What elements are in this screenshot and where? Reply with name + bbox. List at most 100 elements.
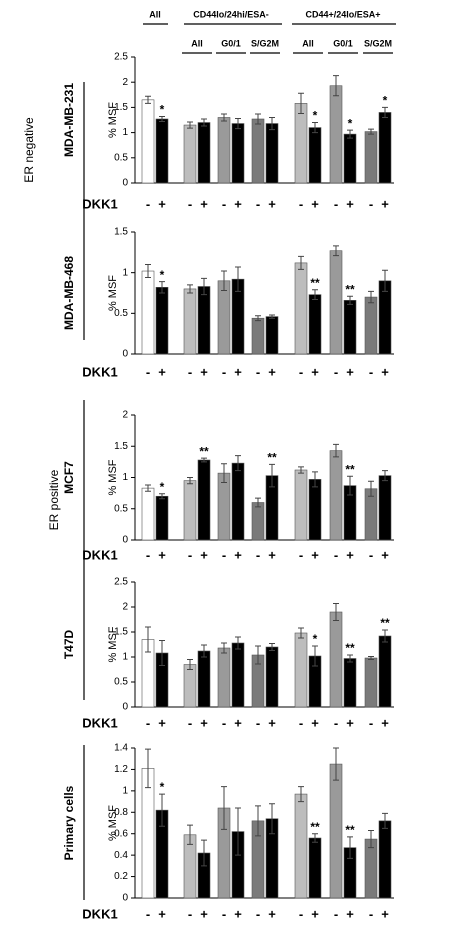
significance-label: **: [199, 444, 209, 458]
bar: [294, 793, 308, 899]
significance-label: *: [160, 780, 165, 794]
treatment-level: -: [188, 196, 192, 211]
treatment-level: +: [268, 715, 276, 730]
bar: [343, 658, 357, 708]
treatment-level: +: [268, 364, 276, 379]
y-tick-label: 0: [122, 893, 128, 904]
significance-label: **: [345, 462, 355, 476]
y-axis-label: % MSF: [107, 805, 119, 841]
treatment-level: +: [268, 906, 276, 921]
error-bar: [145, 484, 151, 492]
bar: [378, 475, 392, 541]
treatment-level: +: [234, 547, 242, 562]
treatment-level: -: [222, 715, 226, 730]
y-tick-label: 0.5: [114, 152, 128, 163]
y-tick-label: 1.5: [114, 441, 128, 452]
bar: [155, 287, 169, 355]
error-bar: [221, 113, 227, 122]
bar: [329, 85, 343, 184]
y-tick-label: 1.5: [114, 227, 128, 238]
treatment-level: +: [200, 196, 208, 211]
error-bar: [312, 833, 318, 843]
error-bar: [368, 290, 374, 304]
y-tick-label: 1: [122, 472, 128, 483]
y-tick-label: 1: [122, 652, 128, 663]
bar: [197, 122, 211, 184]
error-bar: [145, 95, 151, 104]
column-header: All: [149, 9, 161, 19]
error-bar: [235, 266, 241, 292]
error-bar: [235, 807, 241, 856]
treatment-level: -: [369, 906, 373, 921]
treatment-level: -: [146, 715, 150, 730]
error-bar: [347, 654, 353, 663]
significance-label: **: [345, 641, 355, 655]
panel-label: Primary cells: [62, 785, 76, 860]
error-bar: [347, 475, 353, 496]
bar: [294, 469, 308, 541]
treatment-level: +: [381, 547, 389, 562]
error-bar: [159, 281, 165, 294]
error-bar: [298, 466, 304, 474]
error-bar: [221, 642, 227, 654]
treatment-level: -: [146, 364, 150, 379]
bar: [308, 837, 322, 899]
bar: [294, 632, 308, 708]
y-tick-label: 1: [122, 127, 128, 138]
treatment-level: +: [311, 196, 319, 211]
treatment-level: +: [381, 364, 389, 379]
treatment-level: +: [234, 906, 242, 921]
error-bar: [333, 603, 339, 621]
treatment-level: +: [234, 196, 242, 211]
bar: [141, 99, 155, 184]
error-bar: [221, 786, 227, 830]
bar: [378, 635, 392, 708]
column-subheader: S/G2M: [364, 38, 392, 48]
error-bar: [298, 92, 304, 114]
treatment-level: -: [256, 196, 260, 211]
treatment-level: +: [158, 364, 166, 379]
bar: [197, 459, 211, 541]
bar: [265, 646, 279, 708]
y-tick-label: 0.5: [114, 308, 128, 319]
error-bar: [382, 470, 388, 482]
bar: [217, 117, 231, 184]
treatment-level: -: [146, 196, 150, 211]
treatment-level: +: [200, 906, 208, 921]
error-bar: [187, 121, 193, 129]
y-tick-label: 0: [122, 349, 128, 360]
column-header: CD44lo/24hi/ESA-: [193, 9, 269, 19]
error-bar: [269, 803, 275, 835]
error-bar: [201, 457, 207, 463]
row-group-label: ER negative: [22, 117, 36, 183]
error-bar: [187, 659, 193, 670]
treatment-level: +: [381, 196, 389, 211]
treatment-level: -: [222, 906, 226, 921]
y-tick-label: 0: [122, 702, 128, 713]
x-axis-label: DKK1: [82, 906, 117, 921]
treatment-level: +: [200, 547, 208, 562]
bar: [308, 294, 322, 355]
y-tick-label: 1: [122, 785, 128, 796]
y-tick-label: 0.6: [114, 828, 128, 839]
bar: [265, 123, 279, 184]
y-tick-label: 1: [122, 267, 128, 278]
error-bar: [159, 115, 165, 123]
treatment-level: -: [334, 715, 338, 730]
error-bar: [187, 477, 193, 485]
bar: [329, 611, 343, 708]
row-group-label: ER positive: [47, 469, 61, 530]
x-axis-label: DKK1: [82, 715, 117, 730]
error-bar: [382, 106, 388, 118]
bar: [364, 131, 378, 184]
column-subheader: All: [191, 38, 203, 48]
treatment-level: +: [311, 715, 319, 730]
bar: [251, 502, 265, 541]
bar: [378, 820, 392, 899]
bar: [308, 479, 322, 541]
error-bar: [382, 269, 388, 292]
error-bar: [382, 812, 388, 829]
treatment-level: +: [381, 715, 389, 730]
column-subheader: G0/1: [333, 38, 353, 48]
error-bar: [298, 255, 304, 270]
